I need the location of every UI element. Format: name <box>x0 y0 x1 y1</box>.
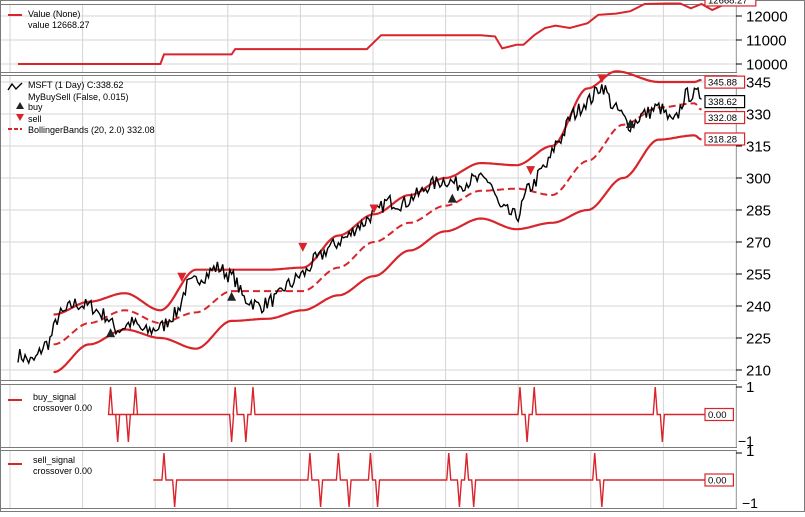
buy-last-label-box <box>704 407 734 422</box>
lower-value-label: 318.28 <box>708 135 737 146</box>
sell-marker <box>597 74 607 84</box>
price-legend-label: buy <box>28 102 43 112</box>
y-tick-label: 12000 <box>746 8 788 25</box>
sell-signal-legend-value: crossover 0.00 <box>33 466 92 476</box>
sell-marker <box>298 242 308 252</box>
msft-close-line <box>17 84 702 365</box>
mid-value-label-box <box>704 110 746 125</box>
y-tick-label: 285 <box>746 202 771 219</box>
sell-marker <box>177 272 187 282</box>
close-value-label: 338.62 <box>708 97 737 108</box>
close-value-label-box <box>704 95 746 109</box>
sell-marker <box>526 166 536 176</box>
price-legend-label: BollingerBands (20, 2.0) 332.08 <box>28 125 155 135</box>
y-tick-label: 11000 <box>746 32 787 49</box>
y-tick-label: 1 <box>746 379 754 396</box>
sell-last-label: 0.00 <box>708 476 727 487</box>
y-tick-label: 225 <box>746 330 771 347</box>
y-tick-label: −1 <box>742 495 758 511</box>
sell-legend-swatch <box>16 114 24 121</box>
buy-signal-line <box>107 386 706 443</box>
sell-marker <box>369 204 379 214</box>
value-legend-value: value 12668.27 <box>28 20 90 30</box>
bollinger-upper-line <box>53 70 702 316</box>
value-legend-title: Value (None) <box>28 9 80 19</box>
y-tick-label: 300 <box>746 170 771 187</box>
sell-last-label-box <box>704 473 734 487</box>
buy-signal-legend-value: crossover 0.00 <box>33 403 92 413</box>
mid-value-label: 332.08 <box>708 113 737 124</box>
sell-signal-line <box>153 452 706 508</box>
price-legend-label: sell <box>28 114 42 124</box>
buy-last-label: 0.00 <box>708 410 727 421</box>
price-legend-label: MyBuySell (False, 0.015) <box>28 92 129 102</box>
y-tick-label: 1 <box>746 443 754 460</box>
buy-marker <box>106 328 116 338</box>
upper-value-label-box <box>704 75 746 89</box>
value-last-label-box <box>704 0 757 7</box>
y-tick-label: 345 <box>746 74 771 91</box>
value-line <box>18 0 741 65</box>
y-tick-label: 330 <box>746 106 771 123</box>
upper-value-label: 345.88 <box>708 78 737 89</box>
price-legend-label: MSFT (1 Day) C:338.62 <box>28 80 123 90</box>
buy-legend-swatch <box>16 102 24 109</box>
buy-marker <box>447 193 457 203</box>
y-tick-label: 270 <box>746 234 771 251</box>
sell-signal-legend-title: sell_signal <box>33 455 75 465</box>
y-tick-label: −1 <box>738 433 754 449</box>
bollinger-mid-line <box>53 102 702 346</box>
y-tick-label: 240 <box>746 298 771 315</box>
lower-value-label-box <box>704 132 746 146</box>
y-tick-label: 315 <box>746 138 771 155</box>
buy-marker <box>625 119 635 128</box>
msft-legend-swatch <box>7 82 23 91</box>
y-tick-label: 255 <box>746 266 771 283</box>
value-last-label: 12668.27 <box>708 0 748 6</box>
bollinger-lower-line <box>53 134 702 374</box>
buy-marker <box>227 291 237 301</box>
buy-signal-legend-title: buy_signal <box>33 392 76 402</box>
y-tick-label: 10000 <box>746 56 788 73</box>
y-tick-label: 210 <box>746 362 771 379</box>
